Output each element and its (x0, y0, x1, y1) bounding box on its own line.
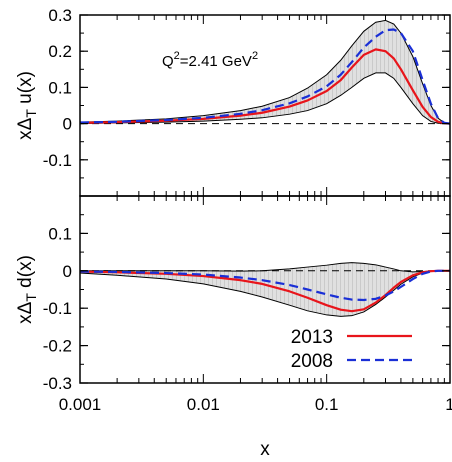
xtick-label: 0.01 (187, 395, 220, 414)
anno-sup2: 2 (252, 50, 258, 62)
annotation-q2: Q2=2.41 GeV2 (162, 50, 258, 70)
ytick-label-top: 0.3 (48, 6, 72, 25)
ylabel-bottom: xΔT d(x) (15, 255, 39, 324)
ylabel-sub: T (23, 109, 39, 118)
ytick-label-top: -0.1 (43, 151, 72, 170)
ylabel-delta: Δ (15, 117, 36, 130)
anno-sup1: 2 (174, 50, 180, 62)
anno-q: Q (162, 53, 174, 70)
ytick-label-bottom: -0.2 (43, 337, 72, 356)
ylabel-x: x (15, 314, 36, 324)
ytick-label-bottom: 0.1 (48, 224, 72, 243)
ylabel-x: x (15, 130, 36, 140)
uncertainty-band-top (79, 19, 451, 125)
xtick-label: 1 (445, 395, 452, 414)
ylabel-top: xΔT u(x) (15, 71, 39, 140)
series-2013-top (79, 48, 451, 125)
ytick-label-top: 0.2 (48, 42, 72, 61)
ytick-label-top: 0.1 (48, 78, 72, 97)
ytick-label-bottom: -0.1 (43, 299, 72, 318)
frame-layer (79, 14, 451, 384)
anno-mid: =2.41 GeV (180, 53, 252, 70)
legend-label-2013: 2013 (291, 327, 333, 348)
ylabel-func: u(x) (15, 71, 36, 109)
series-2008-bottom (79, 269, 450, 302)
xtick-label: 0.1 (315, 395, 339, 414)
zero-line-layer (80, 123, 450, 272)
xtick-label: 0.001 (59, 395, 102, 414)
ylabel-delta: Δ (15, 301, 36, 314)
series-2008-top (79, 28, 451, 125)
xlabel: x (260, 439, 270, 460)
legend-label-2008: 2008 (291, 351, 333, 372)
ytick-label-bottom: -0.3 (43, 374, 72, 393)
ytick-label-bottom: 0 (63, 262, 72, 281)
ylabel-sub: T (23, 293, 39, 302)
series-layer (79, 28, 451, 313)
ylabel-func: d(x) (15, 255, 36, 293)
ytick-label-top: 0 (63, 115, 72, 134)
